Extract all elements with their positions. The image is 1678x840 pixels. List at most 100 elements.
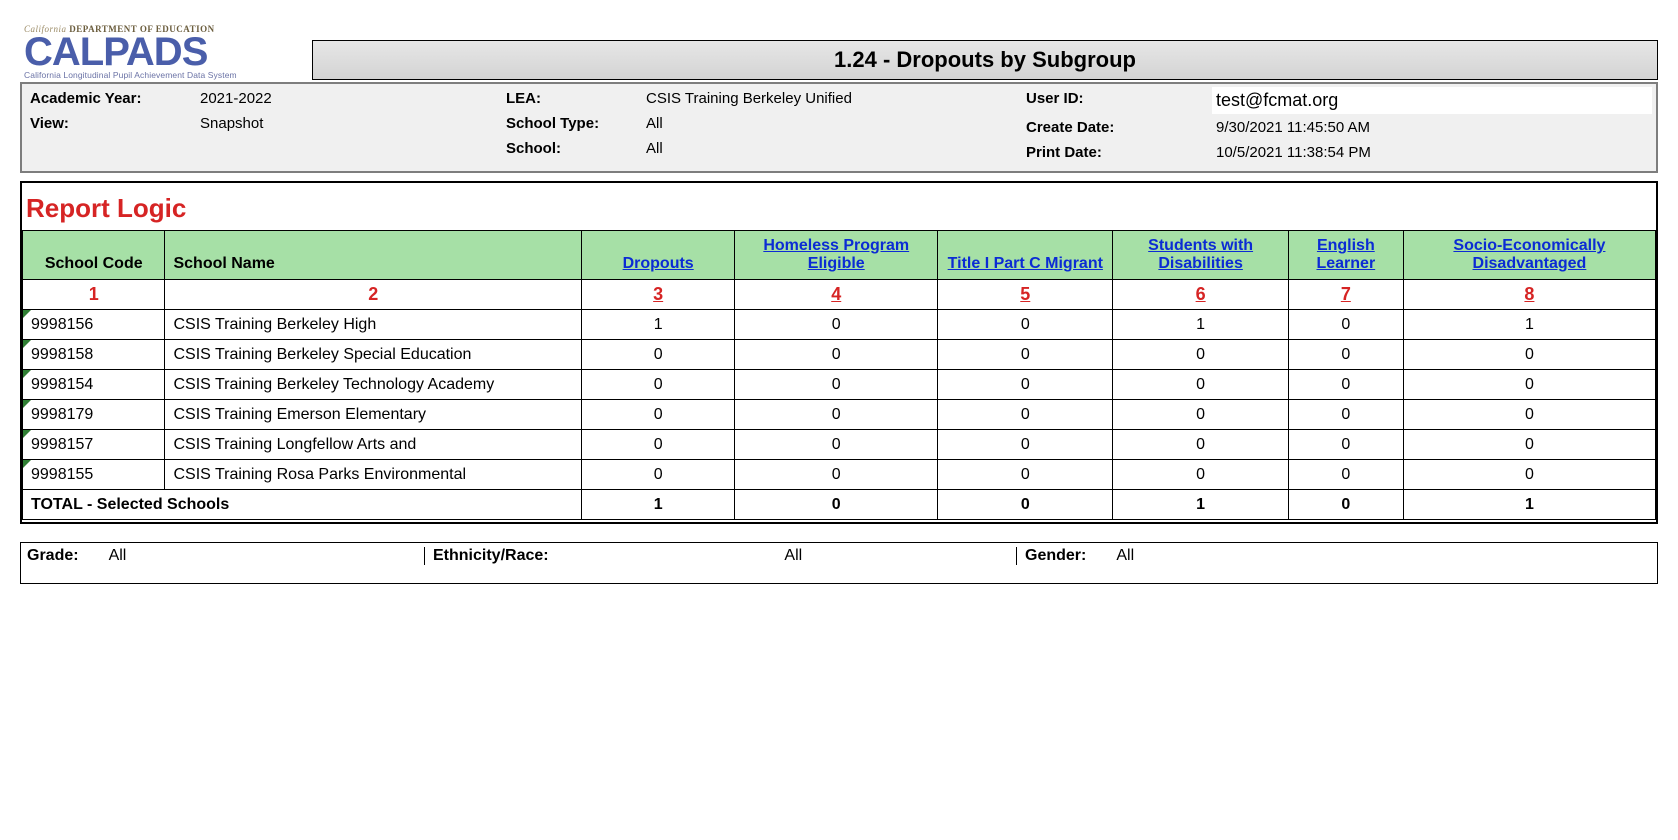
view-value: Snapshot	[200, 115, 506, 132]
value-cell: 0	[1288, 370, 1403, 400]
value-cell: 0	[1113, 340, 1288, 370]
value-cell: 0	[938, 310, 1113, 340]
value-cell: 0	[581, 400, 734, 430]
school-name: CSIS Training Berkeley High	[165, 310, 581, 340]
table-body: 9998156CSIS Training Berkeley High100101…	[23, 310, 1656, 520]
value-cell: 0	[735, 340, 938, 370]
user-id-label: User ID:	[1026, 90, 1216, 111]
column-header[interactable]: Homeless Program Eligible	[735, 231, 938, 280]
value-cell: 0	[1403, 340, 1655, 370]
column-header: School Code	[23, 231, 165, 280]
column-header-link[interactable]: Title I Part C Migrant	[948, 255, 1103, 272]
school-code: 9998158	[23, 340, 165, 370]
value-cell: 0	[938, 460, 1113, 490]
school-code: 9998179	[23, 400, 165, 430]
report-header: California DEPARTMENT OF EDUCATION CALPA…	[20, 20, 1658, 80]
value-cell: 0	[1113, 400, 1288, 430]
school-name: CSIS Training Berkeley Special Education	[165, 340, 581, 370]
report-metadata: Academic Year: 2021-2022 View: Snapshot …	[20, 82, 1658, 173]
total-cell: 0	[735, 490, 938, 520]
gender-value: All	[1116, 547, 1134, 565]
total-cell: 1	[581, 490, 734, 520]
academic-year-label: Academic Year:	[30, 90, 200, 107]
table-header-row: School CodeSchool NameDropoutsHomeless P…	[23, 231, 1656, 280]
school-name: CSIS Training Longfellow Arts and	[165, 430, 581, 460]
value-cell: 0	[1113, 460, 1288, 490]
value-cell: 0	[1403, 430, 1655, 460]
filter-ethnicity: Ethnicity/Race: All	[425, 547, 1017, 565]
school-name: CSIS Training Rosa Parks Environmental	[165, 460, 581, 490]
ethnicity-value: All	[579, 547, 1008, 565]
academic-year-value: 2021-2022	[200, 90, 506, 107]
value-cell: 0	[1288, 340, 1403, 370]
school-name: CSIS Training Berkeley Technology Academ…	[165, 370, 581, 400]
value-cell: 0	[938, 370, 1113, 400]
logo-subtitle: California Longitudinal Pupil Achievemen…	[24, 70, 304, 80]
index-cell: 4	[735, 280, 938, 310]
value-cell: 0	[735, 460, 938, 490]
grade-label: Grade:	[27, 547, 79, 565]
print-date-value: 10/5/2021 11:38:54 PM	[1216, 144, 1648, 161]
school-type-value: All	[646, 115, 1026, 132]
grade-value: All	[109, 547, 127, 565]
school-label: School:	[506, 140, 646, 157]
create-date-label: Create Date:	[1026, 119, 1216, 136]
report-title-bar: 1.24 - Dropouts by Subgroup	[312, 40, 1658, 80]
column-header-link[interactable]: English Learner	[1316, 237, 1375, 272]
column-header[interactable]: Dropouts	[581, 231, 734, 280]
value-cell: 0	[1403, 370, 1655, 400]
value-cell: 0	[581, 370, 734, 400]
column-header[interactable]: English Learner	[1288, 231, 1403, 280]
school-code: 9998155	[23, 460, 165, 490]
value-cell: 1	[1403, 310, 1655, 340]
school-code: 9998157	[23, 430, 165, 460]
gender-label: Gender:	[1025, 547, 1086, 565]
column-header-link[interactable]: Students with Disabilities	[1148, 237, 1253, 272]
value-cell: 0	[1403, 460, 1655, 490]
value-cell: 0	[581, 460, 734, 490]
table-row: 9998158CSIS Training Berkeley Special Ed…	[23, 340, 1656, 370]
column-header[interactable]: Title I Part C Migrant	[938, 231, 1113, 280]
filter-summary: Grade: All Ethnicity/Race: All Gender: A…	[20, 542, 1658, 584]
view-label: View:	[30, 115, 200, 132]
column-header-link[interactable]: Socio-Economically Disadvantaged	[1453, 237, 1605, 272]
table-row: 9998155CSIS Training Rosa Parks Environm…	[23, 460, 1656, 490]
school-code: 9998154	[23, 370, 165, 400]
table-row: 9998156CSIS Training Berkeley High100101	[23, 310, 1656, 340]
value-cell: 0	[938, 430, 1113, 460]
user-id-value: test@fcmat.org	[1212, 87, 1652, 114]
logo-main: CALPADS	[24, 34, 304, 70]
value-cell: 0	[581, 430, 734, 460]
dropouts-table: School CodeSchool NameDropoutsHomeless P…	[22, 230, 1656, 520]
filter-grade: Grade: All	[27, 547, 425, 565]
value-cell: 0	[581, 340, 734, 370]
value-cell: 0	[735, 370, 938, 400]
value-cell: 0	[1403, 400, 1655, 430]
table-row: 9998154CSIS Training Berkeley Technology…	[23, 370, 1656, 400]
school-name: CSIS Training Emerson Elementary	[165, 400, 581, 430]
value-cell: 0	[1113, 370, 1288, 400]
index-cell: 3	[581, 280, 734, 310]
school-type-label: School Type:	[506, 115, 646, 132]
column-header[interactable]: Socio-Economically Disadvantaged	[1403, 231, 1655, 280]
total-cell: 0	[938, 490, 1113, 520]
report-body: Report Logic School CodeSchool NameDropo…	[20, 181, 1658, 524]
print-date-label: Print Date:	[1026, 144, 1216, 161]
column-header[interactable]: Students with Disabilities	[1113, 231, 1288, 280]
column-header-link[interactable]: Dropouts	[623, 255, 694, 272]
table-index-row: 12345678	[23, 280, 1656, 310]
value-cell: 0	[735, 430, 938, 460]
total-cell: 0	[1288, 490, 1403, 520]
index-cell: 5	[938, 280, 1113, 310]
create-date-value: 9/30/2021 11:45:50 AM	[1216, 119, 1648, 136]
filter-gender: Gender: All	[1017, 547, 1651, 565]
lea-value: CSIS Training Berkeley Unified	[646, 90, 1026, 107]
value-cell: 0	[938, 400, 1113, 430]
column-header-link[interactable]: Homeless Program Eligible	[763, 237, 909, 272]
index-cell: 8	[1403, 280, 1655, 310]
index-cell: 2	[165, 280, 581, 310]
total-cell: 1	[1113, 490, 1288, 520]
section-title: Report Logic	[22, 183, 1656, 230]
value-cell: 0	[1288, 430, 1403, 460]
value-cell: 0	[938, 340, 1113, 370]
